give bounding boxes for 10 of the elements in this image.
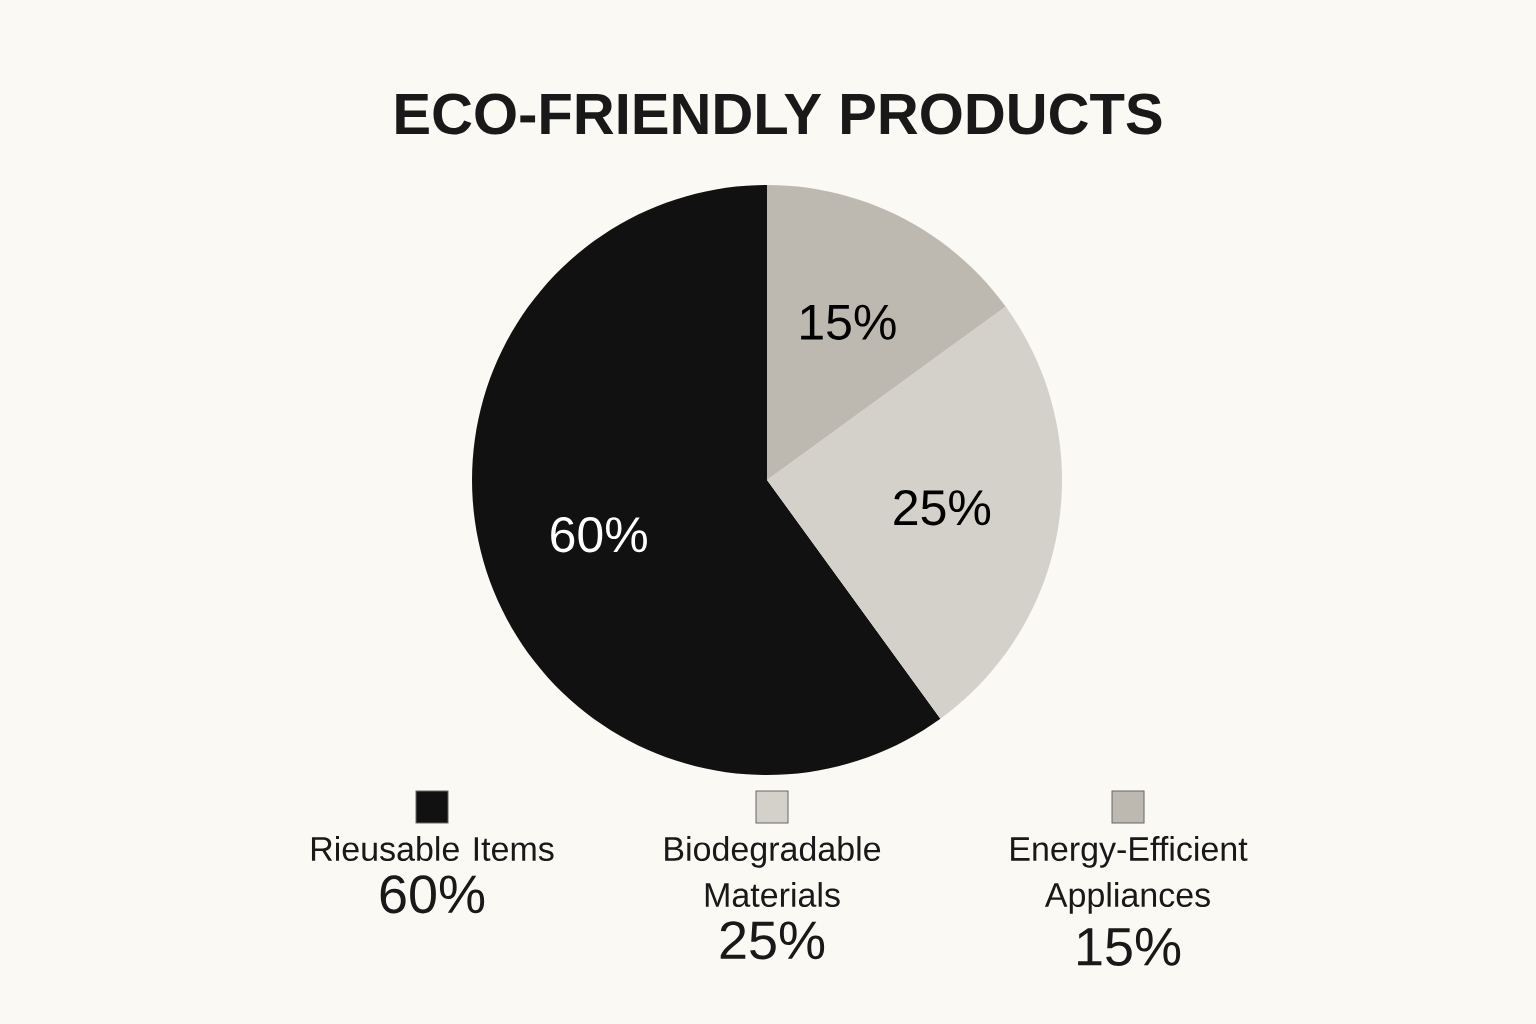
data-label: 15% <box>801 304 896 340</box>
data-label: 60% <box>551 517 647 553</box>
chart-title: ECO-FRIENDLY PRODUCTS <box>396 93 1162 135</box>
text: 15% <box>1078 927 1181 966</box>
text: 60% <box>380 875 485 914</box>
legend-label: Biodegradable Materials <box>665 836 881 908</box>
text: 25% <box>720 921 825 960</box>
legend-label: Rieusable Items <box>311 836 554 862</box>
data-label: 25% <box>894 489 991 526</box>
legend-label: Energy-Efficient Appliances <box>1011 836 1248 914</box>
